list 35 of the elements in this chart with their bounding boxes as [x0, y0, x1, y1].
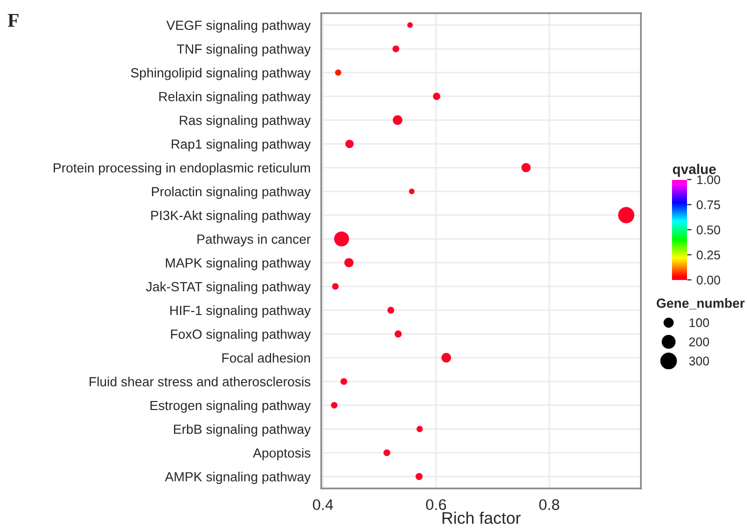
y-tick-label: Fluid shear stress and atherosclerosis [90, 376, 310, 386]
legend-label: 200 [689, 337, 709, 346]
y-tick-label: Apoptosis [252, 448, 310, 460]
x-tick-label: 0.6 [426, 499, 446, 510]
color-bar-label: 0.50 [696, 225, 720, 234]
y-tick-label: TNF signaling pathway [176, 44, 311, 56]
y-tick-label: ErbB signaling pathway [174, 424, 311, 437]
color-bar-label: 1.00 [697, 175, 720, 184]
y-tick-label: Prolactin signaling pathway [152, 186, 311, 199]
y-tick-label: PI3K-Akt signaling pathway [151, 210, 311, 223]
color-bar-label: 0.00 [696, 276, 720, 284]
y-tick-label: Jak-STAT signaling pathway [146, 282, 311, 294]
color-bar-label: 0.25 [696, 250, 720, 260]
color-bar-title: qvalue [672, 164, 716, 177]
y-tick-label: HIF-1 signaling pathway [170, 305, 311, 318]
text: F [8, 14, 18, 27]
color-bar-label: 0.75 [696, 200, 720, 210]
x-tick-label: 0.4 [312, 499, 334, 510]
y-tick-label: VEGF signaling pathway [166, 20, 311, 33]
y-tick-label: Estrogen signaling pathway [150, 400, 311, 413]
y-tick-label: Protein processing in endoplasmic reticulum [54, 162, 310, 176]
y-tick-label: FoxO signaling pathway [171, 329, 311, 342]
y-tick-label: AMPK signaling pathway [164, 472, 311, 484]
x-tick-label: 0.8 [539, 499, 560, 510]
y-tick-label: MAPK signaling pathway [166, 258, 311, 270]
y-tick-label: Ras signaling pathway [180, 115, 311, 128]
y-tick-label: Focal adhesion [222, 352, 310, 363]
legend-label: 100 [690, 318, 709, 328]
x-axis-title: Rich factor [442, 512, 521, 524]
y-tick-label: Relaxin signaling pathway [159, 92, 311, 104]
legend-title: Gene_number [656, 298, 745, 310]
y-tick-label: Sphingolipid signaling pathway [130, 68, 311, 80]
legend-label: 300 [689, 356, 709, 366]
y-tick-label: Rap1 signaling pathway [172, 139, 311, 152]
y-tick-label: Pathways in cancer [197, 234, 311, 246]
